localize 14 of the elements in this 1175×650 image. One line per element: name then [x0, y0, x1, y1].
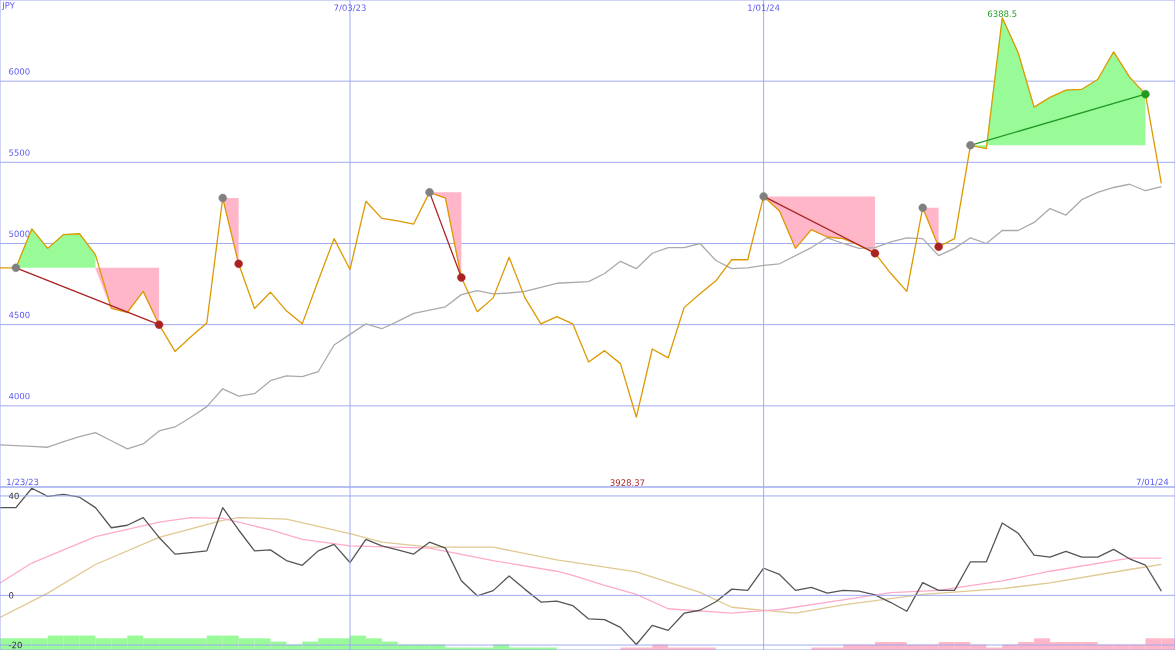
y-tick-label: 0 [9, 592, 14, 599]
annotation: 3928.37 [610, 479, 645, 486]
y-tick-label: 4000 [8, 392, 30, 400]
y-tick-label: 40 [8, 492, 19, 500]
y-tick-label: 4500 [8, 311, 30, 319]
annotation: 7/01/24 [1136, 478, 1169, 486]
y-tick-label: 5500 [9, 149, 30, 156]
x-tick-label: 7/03/23 [334, 4, 366, 12]
x-tick-label: 1/01/24 [748, 4, 780, 12]
y-axis-title: JPY [1, 2, 15, 11]
annotation: 6388.5 [987, 10, 1017, 17]
y-tick-label: -20 [8, 641, 22, 649]
y-tick-label: 6000 [9, 68, 30, 75]
annotation: 1/23/23 [7, 478, 39, 486]
